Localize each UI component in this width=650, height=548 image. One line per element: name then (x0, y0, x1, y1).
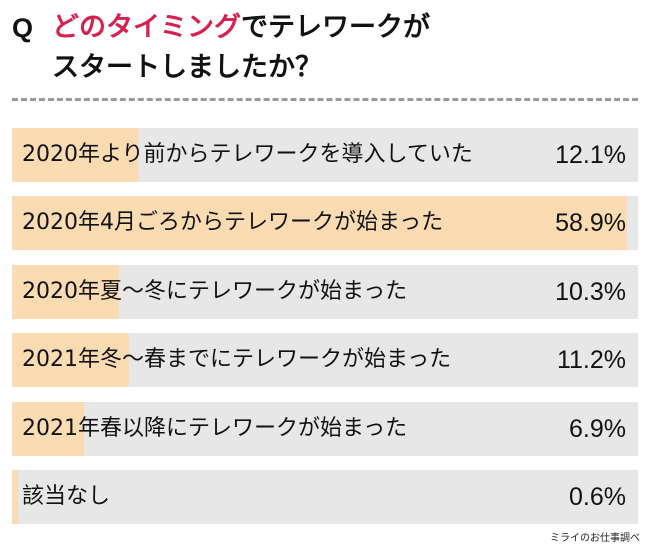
bar-label: 2021年春以降にテレワークが始まった (22, 415, 408, 441)
bar-row: 2021年春以降にテレワークが始まった 6.9% (12, 401, 638, 456)
bar-label: 2020年4月ごろからテレワークが始まった (22, 210, 444, 236)
bar-row: 2021年冬〜春までにテレワークが始まった 11.2% (12, 333, 638, 388)
bar-value: 12.1% (555, 141, 626, 169)
bar-row: 2020年夏〜冬にテレワークが始まった 10.3% (12, 264, 638, 319)
question-title-rest: でテレワークが (241, 12, 430, 43)
bar-label: 2020年より前からテレワークを導入していた (22, 142, 473, 167)
bar-value: 10.3% (555, 277, 626, 306)
bar-fill (12, 128, 139, 182)
bar-fill (12, 401, 84, 456)
bar-fill (12, 264, 120, 319)
bar-value: 58.9% (555, 209, 626, 238)
bar-label: 2021年冬〜春までにテレワークが始まった (22, 347, 452, 373)
bar-row: 2020年4月ごろからテレワークが始まった 58.9% (12, 196, 638, 251)
question-title-line-1: どのタイミングでテレワークが (52, 8, 430, 48)
question-title-accent: どのタイミング (52, 12, 241, 43)
question-mark: Q (12, 13, 34, 43)
question-title-line-2: スタートしましたか？ (52, 52, 322, 83)
dashed-divider (12, 98, 638, 101)
bar-row: 2020年より前からテレワークを導入していた 12.1% (12, 128, 638, 182)
bar-chart: 2020年より前からテレワークを導入していた 12.1% 2020年4月ごろからテレ… (12, 128, 638, 538)
bar-label: 該当なし (22, 483, 111, 509)
bar-fill (12, 469, 19, 524)
bar-value: 11.2% (556, 346, 626, 375)
bar-value: 0.6% (569, 482, 626, 511)
bar-fill (12, 333, 129, 388)
bar-value: 6.9% (569, 414, 626, 443)
source-note: ミライのお仕事調べ (550, 533, 640, 544)
bar-row: 該当なし 0.6% (12, 469, 638, 524)
bar-fill (12, 196, 627, 251)
question-header: Q どのタイミングでテレワークが スタートしましたか？ (12, 8, 642, 88)
bar-label: 2020年夏〜冬にテレワークが始まった (22, 278, 408, 304)
